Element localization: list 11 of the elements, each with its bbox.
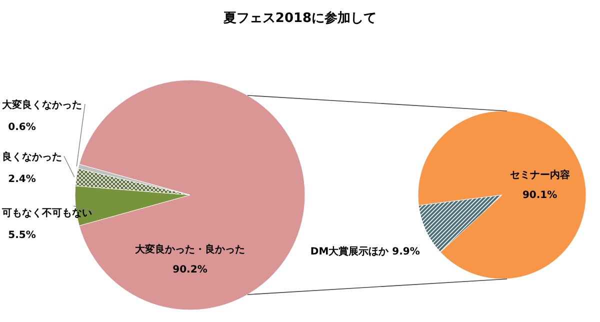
data-label: 90.2% [172,264,208,276]
slice-label: 良くなかった [2,151,62,163]
data-label: 5.5% [8,230,36,241]
chart-title: 夏フェス2018に参加して [222,10,377,26]
slice-label: DM大賞展示ほか 9.9% [310,246,420,258]
data-label: 90.1% [522,190,558,202]
slice-label: 大変良くなかった [1,99,82,111]
slice-label: 大変良かった・良かった [134,244,245,256]
slice-label: セミナー内容 [510,169,570,182]
data-label: 2.4% [8,174,36,185]
data-label: 0.6% [8,122,36,133]
